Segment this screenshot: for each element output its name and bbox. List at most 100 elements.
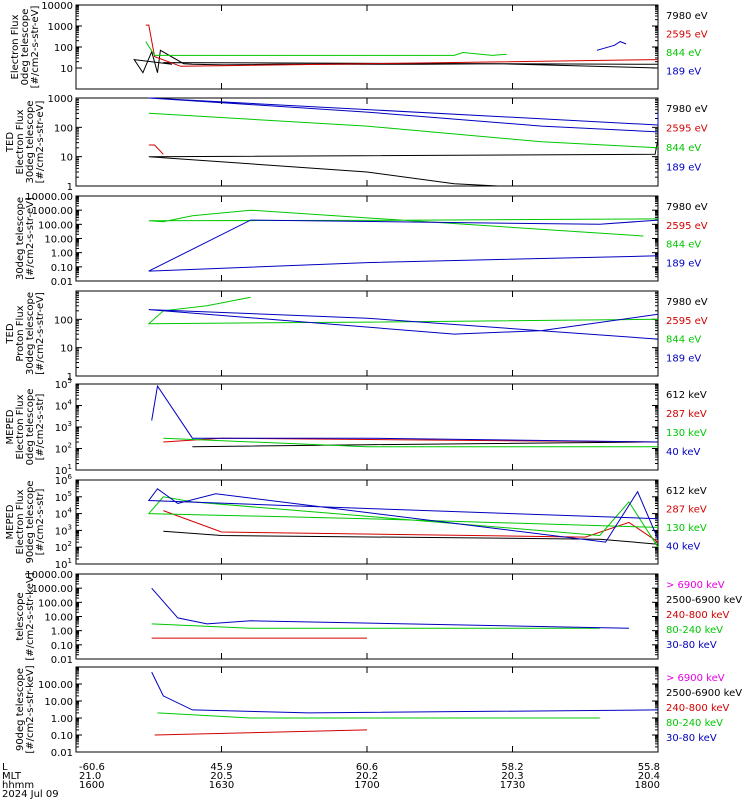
panel-5: 105 104 103 102 101 MEPED Electron Flux 0deg te… [5, 377, 707, 477]
y-axis-label: [#/cm2-s-str-keV] [25, 665, 36, 753]
y-axis-label: MEPED [5, 504, 16, 539]
y-tick-label: 10.00 [44, 613, 73, 624]
legend-entry: 844 eV [666, 335, 701, 346]
y-axis-label: 0deg telescope [20, 9, 31, 86]
x-tick-l: 55.8 [638, 762, 660, 773]
y-axis-label: 30deg telescope [15, 197, 26, 280]
series-line [147, 496, 659, 548]
series-line [148, 219, 659, 272]
x-tick-time: 1700 [354, 780, 379, 791]
y-axis-label: 90deg telescope [25, 480, 36, 563]
y-tick-label: 101 [55, 463, 72, 477]
series-line [596, 41, 627, 51]
series-line [157, 712, 600, 719]
y-tick-label: 1000.00 [32, 206, 73, 217]
legend-entry: 189 eV [666, 163, 701, 174]
panel-frame [75, 4, 659, 90]
legend-entry: 189 eV [666, 67, 701, 78]
series-line [151, 671, 659, 714]
panel-frame [75, 195, 659, 282]
y-axis-label: [#/cm2-s-str-eV] [35, 292, 46, 375]
y-axis-label: [#/cm2-s-str-eV] [25, 197, 36, 280]
panel-8: 100.00 10.00 1.00 0.10 0.01 90deg telescope [#… [15, 665, 742, 759]
x-tick-time: 1800 [635, 780, 660, 791]
x-tick-mlt: 21.0 [79, 771, 101, 782]
x-tick-l: -60.6 [79, 762, 105, 773]
y-tick-label: 1 [67, 182, 73, 193]
y-axis-label: [#/cm2-s-str-eV] [30, 6, 41, 89]
series-line [147, 296, 659, 325]
legend-entry: 612 keV [666, 390, 707, 401]
x-tick-time: 1600 [79, 780, 104, 791]
series-line [163, 510, 659, 543]
legend-entry: 7980 eV [666, 297, 708, 308]
y-axis-label: 30deg telescope [25, 292, 36, 375]
series-line [148, 97, 659, 133]
panel-3: 10000.00 1000.00 100.00 10.00 1.00 0.10 0.01 30… [15, 192, 708, 288]
x-row-label-mlt: MLT [2, 771, 22, 782]
y-tick-label: 10 [60, 153, 73, 164]
legend-entry: > 6900 keV [666, 673, 725, 684]
y-axis-label: 0deg telescope [25, 389, 36, 466]
y-tick-label: 100 [54, 123, 73, 134]
y-axis-label: Electron Flux [15, 489, 26, 554]
y-tick-label: 0.10 [51, 731, 73, 742]
y-tick-label: 104 [55, 507, 73, 521]
y-axis-label: Proton Flux [15, 305, 26, 361]
legend-entry: 7980 eV [666, 104, 708, 115]
y-tick-label: 0.10 [51, 263, 73, 274]
y-tick-label: 1000 [48, 22, 73, 33]
y-tick-label: 106 [55, 473, 73, 487]
y-tick-label: 10.00 [44, 697, 73, 708]
y-tick-label: 100.00 [38, 598, 73, 609]
legend-entry: 2595 eV [666, 316, 708, 327]
panel-frame [75, 383, 659, 471]
legend-entry: 2595 eV [666, 30, 708, 41]
x-tick-l: 58.2 [501, 762, 523, 773]
legend-entry: 80-240 keV [666, 718, 723, 729]
x-tick-mlt: 20.5 [210, 771, 232, 782]
legend-entry: 7980 eV [666, 202, 708, 213]
series-line [192, 441, 644, 448]
y-tick-label: 100 [54, 315, 73, 326]
panel-frame [75, 290, 659, 377]
legend-entry: 189 eV [666, 353, 701, 364]
series-line [148, 209, 659, 237]
y-tick-label: 10000.00 [25, 570, 73, 581]
legend-entry: 844 eV [666, 240, 701, 251]
legend-entry: 2500-6900 keV [666, 688, 742, 699]
y-tick-label: 1 [67, 372, 73, 383]
panel-4: 100 10 1 TED Proton Flux 30deg telescope [#/cm… [5, 290, 708, 383]
y-tick-label: 0.01 [51, 748, 73, 759]
x-tick-time: 1730 [500, 780, 525, 791]
y-axis-label: telescope [15, 592, 26, 640]
panel-7: 10000.00 1000.00 100.00 10.00 1.00 0.10 0.01 te… [15, 570, 742, 666]
series-line [151, 623, 600, 629]
y-tick-label: 10.00 [44, 235, 73, 246]
legend-entry: 844 eV [666, 143, 701, 154]
legend-entry: 130 keV [666, 523, 707, 534]
y-axis-label: Electron Flux [15, 394, 26, 459]
y-axis-label: [#/cm2-s-str-keV] [25, 572, 36, 660]
legend-entry: 130 keV [666, 428, 707, 439]
y-tick-label: 102 [55, 540, 72, 554]
series-line [148, 309, 659, 340]
legend-entry: 30-80 keV [666, 640, 717, 651]
y-tick-label: 10000.00 [25, 192, 73, 203]
x-tick-mlt: 20.2 [356, 771, 378, 782]
y-tick-label: 103 [55, 420, 72, 434]
series-line [151, 587, 629, 629]
x-tick-time: 1630 [209, 780, 234, 791]
x-row-label-l: L [2, 762, 8, 773]
series-line [148, 112, 659, 149]
legend-entry: 612 keV [666, 486, 707, 497]
y-axis-label: [#/cm2-s-str-eV] [35, 101, 46, 184]
y-tick-label: 0.01 [51, 277, 73, 288]
x-row-label-date: 2024 Jul 09 [2, 789, 59, 800]
y-tick-label: 1000 [48, 94, 73, 105]
panel-6: 106 105 104 103 102 101 MEPED Electron Flux 90de… [5, 473, 707, 571]
legend-entry: > 6900 keV [666, 580, 725, 591]
series-line [148, 144, 164, 155]
